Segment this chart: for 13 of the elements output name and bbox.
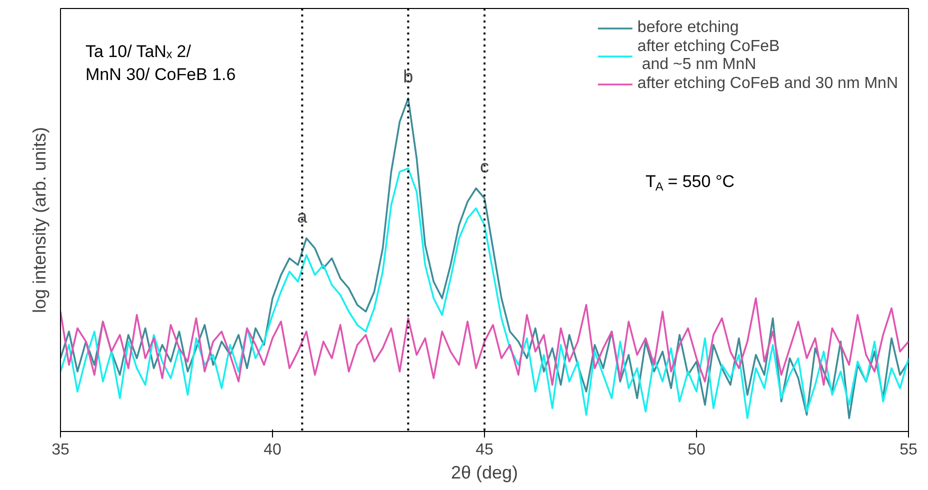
x-tick-label: 45: [476, 442, 494, 458]
ref-line-label: a: [297, 206, 308, 226]
y-axis-title: log intensity (arb. units): [30, 126, 50, 314]
legend-label: before etching: [637, 19, 739, 37]
x-axis-title: 2θ (deg): [450, 462, 518, 482]
x-tick-label: 40: [264, 442, 282, 458]
x-tick-label: 50: [688, 442, 706, 458]
x-tick-label: 55: [900, 442, 918, 458]
legend-label: after etching CoFeB and 30 nm MnN: [637, 75, 898, 93]
ref-line-label: c: [480, 156, 489, 176]
ref-line-label: b: [403, 66, 414, 86]
text: Ta 10/ TaNₓ 2/ MnN 30/ CoFeB 1.6: [86, 42, 236, 84]
x-tick-label: 35: [52, 442, 70, 458]
